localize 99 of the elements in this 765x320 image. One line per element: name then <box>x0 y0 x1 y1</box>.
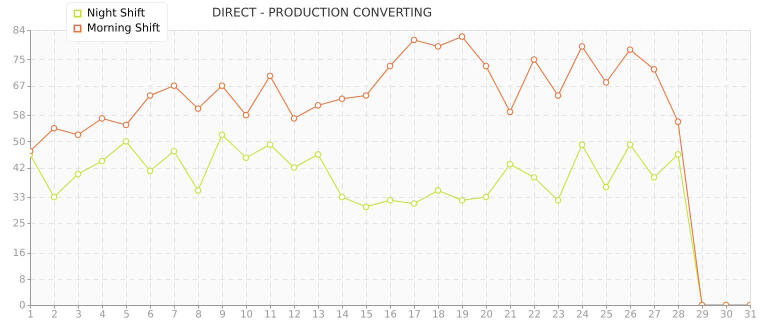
point <box>506 108 514 116</box>
point <box>314 102 322 109</box>
chart-title: DIRECT - PRODUCTION CONVERTING <box>212 6 432 20</box>
point <box>122 122 130 128</box>
x-tick-label: 6 <box>147 310 154 320</box>
x-tick-label: 30 <box>720 310 733 320</box>
y-tick-label: 58 <box>12 110 26 122</box>
point <box>218 82 226 89</box>
x-tick-label: 28 <box>672 310 685 320</box>
point <box>74 132 82 138</box>
point <box>506 160 514 168</box>
point <box>458 197 466 204</box>
x-tick-label: 20 <box>480 310 493 320</box>
point <box>386 197 394 204</box>
x-tick-label: 13 <box>312 310 325 320</box>
point <box>170 82 178 89</box>
point <box>242 112 250 118</box>
point <box>266 72 274 80</box>
x-tick-label: 10 <box>240 310 253 320</box>
point <box>194 187 202 194</box>
point <box>410 36 418 44</box>
point <box>602 79 610 86</box>
point <box>290 115 298 122</box>
point <box>578 141 586 148</box>
point <box>554 92 562 99</box>
y-tick-label: 50 <box>12 136 26 148</box>
point <box>242 154 250 161</box>
x-tick-label: 12 <box>288 310 301 320</box>
x-tick-label: 15 <box>360 310 373 320</box>
point <box>530 56 538 63</box>
x-tick-label: 5 <box>123 310 130 320</box>
point <box>362 92 370 99</box>
point <box>50 194 58 200</box>
point <box>98 115 106 122</box>
y-tick-label: 16 <box>12 248 26 260</box>
x-tick-label: 3 <box>75 310 82 320</box>
point <box>482 194 490 200</box>
point <box>98 158 106 164</box>
x-tick-label: 23 <box>552 310 565 320</box>
point <box>122 138 130 145</box>
point <box>290 164 298 171</box>
point <box>626 141 634 148</box>
x-tick-label: 17 <box>408 310 421 320</box>
legend-label: Night Shift <box>87 6 146 20</box>
point <box>650 174 658 181</box>
y-tick-label: 75 <box>12 54 26 66</box>
point <box>578 43 586 50</box>
y-tick-label: 42 <box>12 163 26 174</box>
point <box>266 141 274 148</box>
y-tick-label: 33 <box>12 192 26 204</box>
point <box>458 33 466 40</box>
point <box>218 132 226 138</box>
x-tick-label: 25 <box>600 310 613 320</box>
point <box>434 43 442 50</box>
point <box>50 124 58 132</box>
point <box>386 62 394 70</box>
y-tick-label: 0 <box>19 300 26 312</box>
x-tick-label: 29 <box>696 310 709 320</box>
point <box>194 105 202 112</box>
x-tick-label: 16 <box>384 310 397 320</box>
x-tick-label: 21 <box>504 310 517 320</box>
x-tick-label: 9 <box>219 310 226 320</box>
y-tick-label: 25 <box>12 218 26 230</box>
y-tick-label: 8 <box>19 274 26 286</box>
point <box>530 174 538 181</box>
x-tick-label: 4 <box>99 310 106 320</box>
x-tick-label: 11 <box>264 310 277 320</box>
point <box>338 96 346 102</box>
x-tick-label: 31 <box>744 310 757 320</box>
x-tick-label: 7 <box>171 310 178 320</box>
point <box>146 92 154 99</box>
point <box>482 62 490 70</box>
point <box>146 168 154 174</box>
legend-label: Morning Shift <box>87 22 161 34</box>
point <box>602 184 610 190</box>
point <box>554 197 562 204</box>
x-tick-label: 26 <box>624 310 637 320</box>
y-tick-label: 67 <box>12 81 26 92</box>
y-tick-label: 84 <box>12 26 26 36</box>
point <box>74 170 82 178</box>
point <box>626 46 634 53</box>
point <box>338 194 346 200</box>
point <box>314 151 322 158</box>
x-tick-label: 19 <box>456 310 469 320</box>
point <box>674 118 682 125</box>
x-tick-label: 18 <box>432 310 445 320</box>
point <box>410 200 418 207</box>
x-tick-label: 14 <box>336 310 349 320</box>
x-tick-label: 22 <box>528 310 541 320</box>
point <box>674 151 682 158</box>
point <box>650 66 658 73</box>
x-tick-label: 2 <box>51 310 58 320</box>
x-tick-label: 8 <box>195 310 202 320</box>
x-tick-label: 1 <box>27 310 34 320</box>
point <box>434 187 442 194</box>
point <box>362 204 370 210</box>
x-tick-label: 24 <box>576 310 589 320</box>
point <box>170 148 178 154</box>
x-tick-label: 27 <box>648 310 661 320</box>
